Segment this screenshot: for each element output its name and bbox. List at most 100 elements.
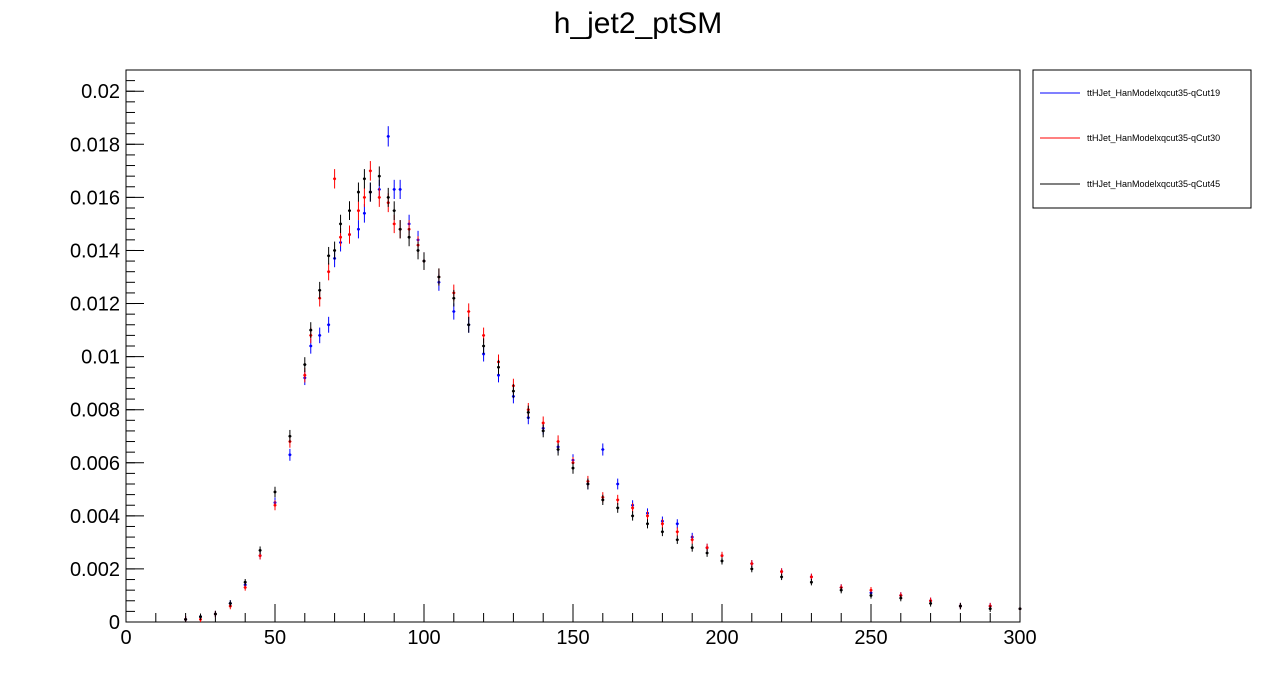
data-point <box>333 169 337 189</box>
data-point <box>452 289 456 307</box>
data-point <box>526 405 530 420</box>
data-point <box>243 579 247 586</box>
data-point <box>386 187 390 207</box>
y-tick-label: 0.016 <box>70 187 120 209</box>
y-tick-label: 0.012 <box>70 294 120 316</box>
data-point <box>675 519 679 529</box>
data-point <box>467 316 471 333</box>
data-point <box>362 169 366 189</box>
data-point <box>356 182 360 202</box>
data-point <box>416 241 420 260</box>
y-tick-label: 0.01 <box>81 347 120 369</box>
data-point <box>660 519 664 529</box>
data-point <box>988 605 992 612</box>
legend-entry: ttHJet_HanModelxqcut35-qCut19 <box>1040 88 1220 98</box>
y-tick-label: 0.002 <box>70 559 120 581</box>
data-point <box>339 214 343 234</box>
data-point <box>616 478 620 490</box>
data-point <box>288 448 292 461</box>
data-point <box>318 281 322 299</box>
data-point <box>750 565 754 573</box>
x-tick-label: 100 <box>407 627 440 649</box>
data-point <box>511 384 515 399</box>
data-point <box>333 241 337 260</box>
data-point <box>199 613 202 620</box>
legend-entry: ttHJet_HanModelxqcut35-qCut45 <box>1040 179 1220 189</box>
data-point <box>368 182 372 202</box>
legend-label: ttHJet_HanModelxqcut35-qCut45 <box>1087 179 1220 189</box>
data-point <box>958 602 962 610</box>
data-point <box>705 549 709 557</box>
data-point <box>616 502 620 513</box>
data-point <box>228 600 232 607</box>
series-layer <box>184 126 1022 622</box>
data-point <box>258 546 262 555</box>
data-point <box>318 327 322 344</box>
x-tick-label: 0 <box>120 627 131 649</box>
plot-frame <box>125 69 1021 623</box>
data-point <box>571 462 575 474</box>
data-point <box>273 486 277 498</box>
data-point <box>809 579 813 586</box>
legend: ttHJet_HanModelxqcut35-qCut19 ttHJet_Han… <box>1032 69 1252 209</box>
data-point <box>303 357 307 372</box>
data-point <box>407 228 411 247</box>
data-point <box>1018 605 1022 612</box>
data-point <box>929 600 933 607</box>
legend-entry: ttHJet_HanModelxqcut35-qCut30 <box>1040 133 1220 143</box>
x-axis: 0 50 100 150 200 250 300 <box>120 604 1037 649</box>
data-point <box>309 322 313 338</box>
x-tick-label: 250 <box>854 627 887 649</box>
data-point <box>356 220 360 239</box>
y-tick-label: 0.02 <box>81 81 120 103</box>
legend-label: ttHJet_HanModelxqcut35-qCut19 <box>1087 88 1220 98</box>
data-point <box>586 478 590 490</box>
data-point <box>675 527 679 537</box>
y-tick-label: 0 <box>109 612 120 634</box>
data-point <box>392 201 396 220</box>
data-point <box>348 225 351 244</box>
legend-label: ttHJet_HanModelxqcut35-qCut30 <box>1087 133 1220 143</box>
data-point <box>327 246 331 265</box>
data-point <box>184 616 188 622</box>
chart-title: h_jet2_ptSM <box>554 7 722 40</box>
data-point <box>377 187 381 207</box>
data-point <box>660 527 664 537</box>
y-tick-label: 0.018 <box>70 134 120 156</box>
data-point <box>556 443 560 456</box>
data-point <box>213 610 217 618</box>
data-point <box>720 557 724 565</box>
data-point <box>780 573 784 581</box>
data-point <box>422 252 426 270</box>
y-tick-label: 0.014 <box>70 240 120 262</box>
x-tick-label: 300 <box>1003 627 1036 649</box>
data-point <box>541 424 545 438</box>
data-point <box>398 220 402 239</box>
data-point <box>690 543 694 552</box>
y-axis: 0 0.002 0.004 0.006 0.008 0.01 0.012 0.014 0.016… <box>70 69 144 634</box>
data-point <box>392 179 396 200</box>
data-point <box>368 161 372 181</box>
y-tick-label: 0.008 <box>70 400 120 422</box>
data-point <box>386 126 390 147</box>
x-tick-label: 50 <box>264 627 286 649</box>
data-point <box>675 535 679 544</box>
data-series <box>184 166 1022 622</box>
data-point <box>899 594 903 602</box>
data-point <box>377 166 381 186</box>
data-point <box>273 500 277 511</box>
data-point <box>482 338 486 354</box>
y-tick-label: 0.006 <box>70 453 120 475</box>
data-point <box>646 519 649 529</box>
data-point <box>631 511 635 521</box>
data-point <box>348 201 351 220</box>
data-point <box>690 535 694 544</box>
data-point <box>437 268 441 286</box>
data-point <box>362 203 366 223</box>
data-point <box>601 494 605 506</box>
data-point <box>327 263 331 281</box>
data-point <box>288 429 292 443</box>
data-point <box>356 201 360 220</box>
data-point <box>362 187 366 207</box>
